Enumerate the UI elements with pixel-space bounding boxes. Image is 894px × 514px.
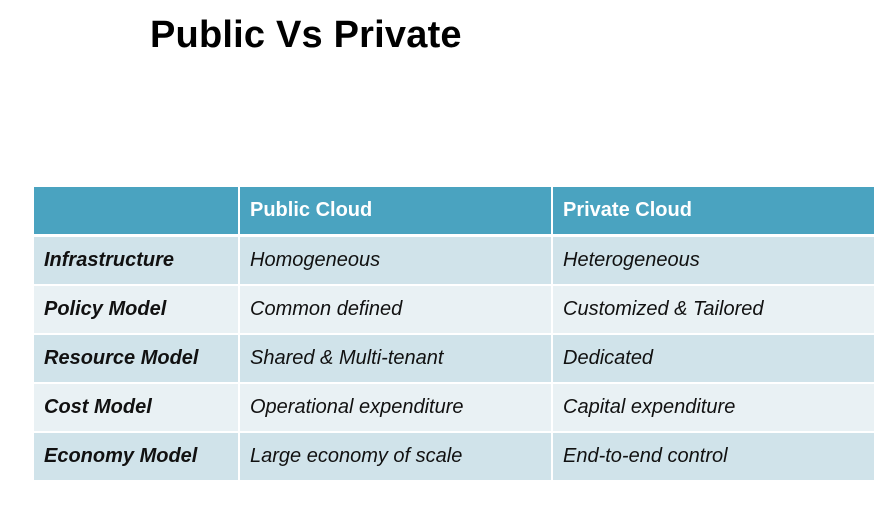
table-row: Economy Model Large economy of scale End… <box>34 432 874 482</box>
public-cloud-cell: Common defined <box>239 285 553 335</box>
table-header-row: Public Cloud Private Cloud <box>34 187 874 237</box>
row-label: Economy Model <box>34 432 240 482</box>
row-label: Infrastructure <box>34 235 240 286</box>
public-cloud-cell: Operational expenditure <box>239 383 553 433</box>
row-label: Cost Model <box>34 383 240 433</box>
table-row: Resource Model Shared & Multi-tenant Ded… <box>34 334 874 384</box>
row-label: Policy Model <box>34 285 240 335</box>
public-cloud-cell: Homogeneous <box>239 235 553 286</box>
row-label: Resource Model <box>34 334 240 384</box>
private-cloud-cell: Customized & Tailored <box>552 285 874 335</box>
table-row: Infrastructure Homogeneous Heterogeneous <box>34 235 874 286</box>
private-cloud-cell: Heterogeneous <box>552 235 874 286</box>
table-row: Cost Model Operational expenditure Capit… <box>34 383 874 433</box>
public-cloud-cell: Large economy of scale <box>239 432 553 482</box>
header-cell-private-cloud: Private Cloud <box>552 187 874 237</box>
table-row: Policy Model Common defined Customized &… <box>34 285 874 335</box>
header-cell-public-cloud: Public Cloud <box>239 187 553 237</box>
private-cloud-cell: Dedicated <box>552 334 874 384</box>
private-cloud-cell: Capital expenditure <box>552 383 874 433</box>
header-cell-empty <box>34 187 240 237</box>
public-cloud-cell: Shared & Multi-tenant <box>239 334 553 384</box>
private-cloud-cell: End-to-end control <box>552 432 874 482</box>
slide-title: Public Vs Private <box>150 14 462 56</box>
comparison-table: Public Cloud Private Cloud Infrastructur… <box>34 187 874 482</box>
